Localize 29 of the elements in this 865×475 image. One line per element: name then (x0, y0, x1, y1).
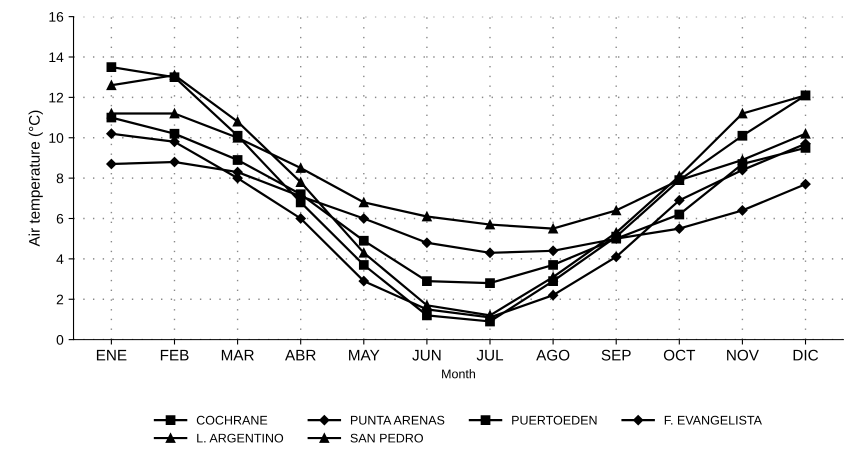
x-tick-label: FEB (160, 350, 189, 360)
legend-label: COCHRANE (196, 416, 268, 425)
y-tick-label: 16 (49, 12, 64, 22)
legend-label: F. EVANGELISTA (664, 416, 762, 425)
y-tick-label: 2 (56, 294, 64, 304)
x-tick-label: ENE (96, 350, 126, 360)
x-tick-label: DIC (794, 350, 818, 361)
y-tick-label: 14 (49, 52, 64, 62)
x-tick-label: AGO (536, 350, 570, 361)
legend-label: L. ARGENTINO (197, 434, 284, 443)
x-tick-label: OCT (664, 350, 696, 361)
y-tick-label: 6 (56, 214, 64, 224)
y-tick-label: 4 (56, 254, 64, 264)
x-tick-label: ABR (285, 350, 316, 360)
x-tick-label: MAY (349, 350, 380, 360)
y-tick-label: 10 (49, 133, 64, 143)
legend-label: PUERTOEDEN (512, 416, 597, 425)
legend-label: SAN PEDRO (350, 434, 423, 443)
x-tick-label: JUL (476, 350, 504, 361)
x-axis-title: Month (442, 369, 476, 378)
y-tick-label: 12 (49, 92, 64, 102)
x-tick-label: SEP (602, 350, 631, 361)
y-tick-label: 8 (56, 173, 64, 184)
x-tick-label: JUN (412, 350, 441, 361)
y-tick-label: 0 (56, 334, 64, 345)
x-tick-label: MAR (222, 350, 254, 360)
x-tick-label: NOV (727, 350, 759, 361)
y-axis-title: Air temperature (°C) (28, 110, 43, 247)
legend-label: PUNTA ARENAS (350, 416, 444, 425)
